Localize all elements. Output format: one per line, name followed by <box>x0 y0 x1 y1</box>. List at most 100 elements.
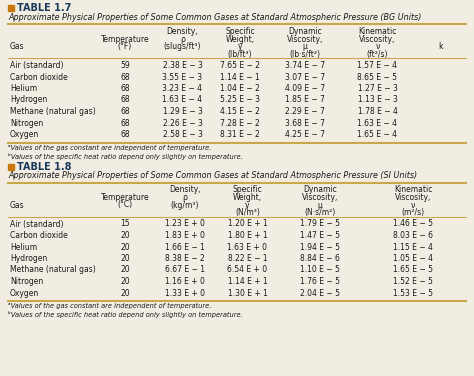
Text: 2.58 E − 3: 2.58 E − 3 <box>163 130 202 139</box>
Text: 20: 20 <box>120 254 130 263</box>
Text: 6.67 E − 1: 6.67 E − 1 <box>165 265 205 274</box>
Text: (N·s/m²): (N·s/m²) <box>304 208 336 217</box>
Text: 1.46 E − 5: 1.46 E − 5 <box>393 220 433 229</box>
Text: 20: 20 <box>120 265 130 274</box>
Text: Gas: Gas <box>10 42 25 51</box>
Text: 1.05 E − 4: 1.05 E − 4 <box>393 254 433 263</box>
Text: 4.15 E − 2: 4.15 E − 2 <box>220 107 260 116</box>
Text: 1.78 E − 4: 1.78 E − 4 <box>357 107 397 116</box>
Text: Density,: Density, <box>169 185 201 194</box>
Text: (ft²/s): (ft²/s) <box>367 50 388 59</box>
Text: TABLE 1.7: TABLE 1.7 <box>17 3 72 13</box>
Text: 68: 68 <box>120 130 130 139</box>
Text: 68: 68 <box>120 84 130 93</box>
Text: 1.57 E − 4: 1.57 E − 4 <box>357 61 398 70</box>
Text: 2.04 E − 5: 2.04 E − 5 <box>300 288 340 297</box>
Text: 1.33 E + 0: 1.33 E + 0 <box>165 288 205 297</box>
Text: 1.65 E − 5: 1.65 E − 5 <box>393 265 433 274</box>
Text: Temperature: Temperature <box>100 193 149 202</box>
Text: Air (standard): Air (standard) <box>10 220 64 229</box>
Text: Helium: Helium <box>10 243 37 252</box>
Text: 68: 68 <box>120 107 130 116</box>
Text: 1.79 E − 5: 1.79 E − 5 <box>300 220 340 229</box>
Text: 1.20 E + 1: 1.20 E + 1 <box>228 220 267 229</box>
Text: Nitrogen: Nitrogen <box>10 118 43 127</box>
Text: (slugs/ft³): (slugs/ft³) <box>164 42 201 51</box>
Text: 3.74 E − 7: 3.74 E − 7 <box>285 61 325 70</box>
Text: 3.55 E − 3: 3.55 E − 3 <box>163 73 202 82</box>
Text: Carbon dioxide: Carbon dioxide <box>10 73 68 82</box>
Bar <box>8 5 14 11</box>
Text: 1.04 E − 2: 1.04 E − 2 <box>220 84 260 93</box>
Text: γ: γ <box>245 200 250 209</box>
Text: 1.80 E + 1: 1.80 E + 1 <box>228 231 267 240</box>
Text: (°F): (°F) <box>118 42 132 51</box>
Text: (kg/m³): (kg/m³) <box>171 200 199 209</box>
Text: 8.38 E − 2: 8.38 E − 2 <box>165 254 205 263</box>
Text: Air (standard): Air (standard) <box>10 61 64 70</box>
Text: 8.65 E − 5: 8.65 E − 5 <box>357 73 398 82</box>
Bar <box>8 164 14 170</box>
Text: 5.25 E − 3: 5.25 E − 3 <box>220 96 260 105</box>
Text: k: k <box>438 42 443 51</box>
Text: ρ: ρ <box>182 193 187 202</box>
Text: 8.03 E − 6: 8.03 E − 6 <box>393 231 433 240</box>
Text: 7.65 E − 2: 7.65 E − 2 <box>220 61 260 70</box>
Text: Nitrogen: Nitrogen <box>10 277 43 286</box>
Text: Oxygen: Oxygen <box>10 288 39 297</box>
Text: 1.76 E − 5: 1.76 E − 5 <box>300 277 340 286</box>
Text: Methane (natural gas): Methane (natural gas) <box>10 265 96 274</box>
Text: Approximate Physical Properties of Some Common Gases at Standard Atmospheric Pre: Approximate Physical Properties of Some … <box>8 171 417 180</box>
Text: ᵇValues of the specific heat ratio depend only slightly on temperature.: ᵇValues of the specific heat ratio depen… <box>8 153 243 159</box>
Text: 8.84 E − 6: 8.84 E − 6 <box>300 254 340 263</box>
Text: 1.14 E − 1: 1.14 E − 1 <box>220 73 260 82</box>
Text: Dynamic: Dynamic <box>288 27 322 36</box>
Text: 2.26 E − 3: 2.26 E − 3 <box>163 118 202 127</box>
Text: ν: ν <box>375 42 380 51</box>
Text: 1.52 E − 5: 1.52 E − 5 <box>393 277 433 286</box>
Text: 6.54 E + 0: 6.54 E + 0 <box>228 265 267 274</box>
Text: Helium: Helium <box>10 84 37 93</box>
Text: 1.23 E + 0: 1.23 E + 0 <box>165 220 205 229</box>
Text: Weight,: Weight, <box>233 193 262 202</box>
Text: (N/m³): (N/m³) <box>235 208 260 217</box>
Text: 1.14 E + 1: 1.14 E + 1 <box>228 277 267 286</box>
Text: 1.83 E + 0: 1.83 E + 0 <box>165 231 205 240</box>
Text: 20: 20 <box>120 231 130 240</box>
Text: (lb·s/ft²): (lb·s/ft²) <box>290 50 320 59</box>
Text: 68: 68 <box>120 73 130 82</box>
Text: Weight,: Weight, <box>226 35 255 44</box>
Text: 1.15 E − 4: 1.15 E − 4 <box>393 243 433 252</box>
Text: ᵇValues of the specific heat ratio depend only slightly on temperature.: ᵇValues of the specific heat ratio depen… <box>8 311 243 318</box>
Text: 4.09 E − 7: 4.09 E − 7 <box>285 84 325 93</box>
Text: μ: μ <box>302 42 308 51</box>
Text: 1.47 E − 5: 1.47 E − 5 <box>300 231 340 240</box>
Text: (°C): (°C) <box>118 200 133 209</box>
Text: Gas: Gas <box>10 200 25 209</box>
Text: 68: 68 <box>120 96 130 105</box>
Text: 20: 20 <box>120 243 130 252</box>
Text: 7.28 E − 2: 7.28 E − 2 <box>220 118 260 127</box>
Text: 4.25 E − 7: 4.25 E − 7 <box>285 130 325 139</box>
Text: Density,: Density, <box>167 27 198 36</box>
Text: 1.63 E + 0: 1.63 E + 0 <box>228 243 267 252</box>
Text: Oxygen: Oxygen <box>10 130 39 139</box>
Text: 1.16 E + 0: 1.16 E + 0 <box>165 277 205 286</box>
Text: 1.29 E − 3: 1.29 E − 3 <box>163 107 202 116</box>
Text: (m²/s): (m²/s) <box>401 208 425 217</box>
Text: 1.66 E − 1: 1.66 E − 1 <box>165 243 205 252</box>
Text: 8.31 E − 2: 8.31 E − 2 <box>220 130 260 139</box>
Text: Approximate Physical Properties of Some Common Gases at Standard Atmospheric Pre: Approximate Physical Properties of Some … <box>8 13 421 22</box>
Text: 2.29 E − 7: 2.29 E − 7 <box>285 107 325 116</box>
Text: (lb/ft³): (lb/ft³) <box>228 50 252 59</box>
Text: 8.22 E − 1: 8.22 E − 1 <box>228 254 267 263</box>
Text: 1.94 E − 5: 1.94 E − 5 <box>300 243 340 252</box>
Text: Dynamic: Dynamic <box>303 185 337 194</box>
Text: 68: 68 <box>120 118 130 127</box>
Text: 3.68 E − 7: 3.68 E − 7 <box>285 118 325 127</box>
Text: ᵃValues of the gas constant are independent of temperature.: ᵃValues of the gas constant are independ… <box>8 303 211 309</box>
Text: Hydrogen: Hydrogen <box>10 254 47 263</box>
Text: Hydrogen: Hydrogen <box>10 96 47 105</box>
Text: Viscosity,: Viscosity, <box>302 193 338 202</box>
Text: Viscosity,: Viscosity, <box>359 35 396 44</box>
